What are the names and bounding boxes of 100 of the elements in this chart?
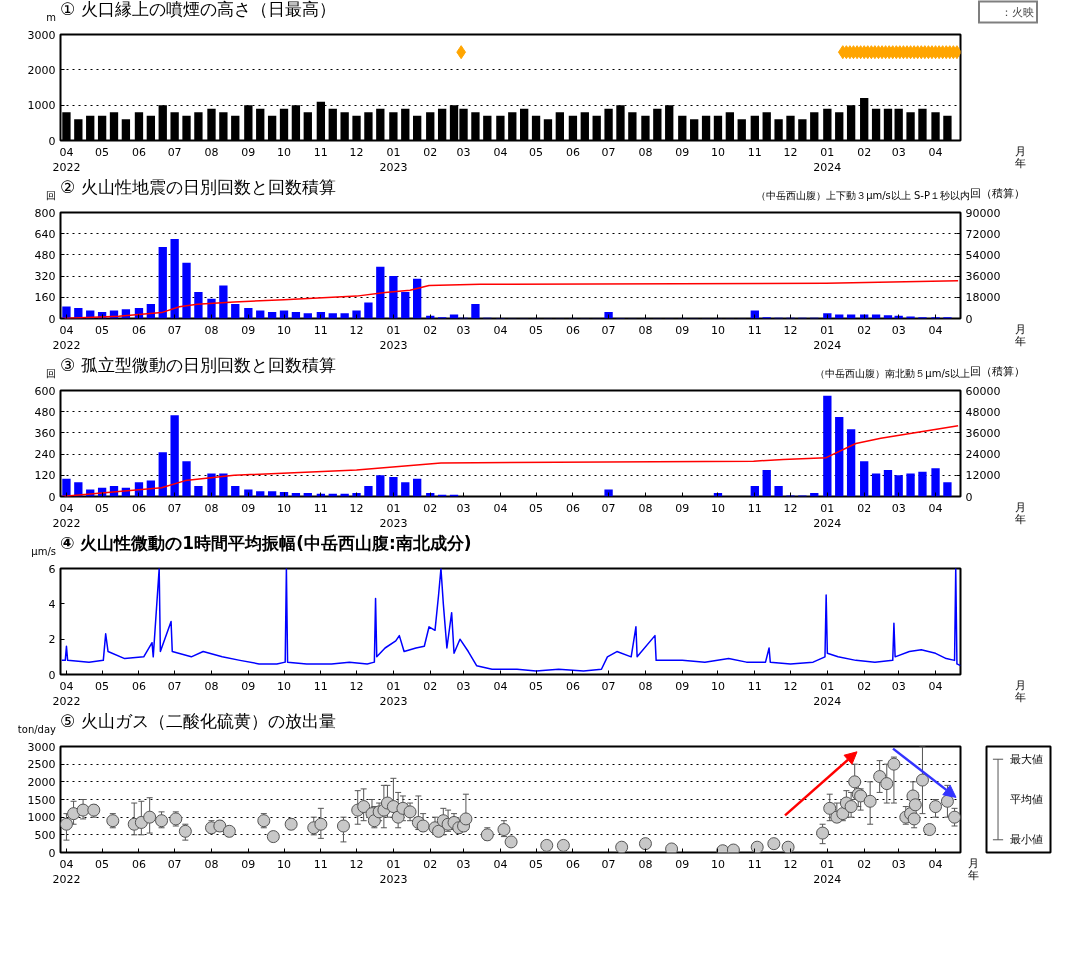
x-tick-label: 01 2023 [379, 145, 408, 175]
x-tick-label: 07 [601, 501, 616, 515]
bar [158, 452, 167, 497]
text: 最大値 [1009, 752, 1043, 766]
y2-tick-label: 12000 [965, 469, 1001, 483]
x-tick-label: 12 [783, 679, 798, 693]
x-tick-label: 04 [493, 501, 508, 515]
x-tick-label: 10 [277, 145, 292, 159]
x-tick-label: 04 [928, 679, 943, 693]
line-series [60, 568, 961, 672]
bar [376, 266, 385, 319]
x-tick-label: 01 2023 [379, 323, 408, 353]
x-tick-label: 10 [710, 857, 725, 871]
x-tick-label: 05 [95, 145, 110, 159]
x-tick-label: 10 [277, 857, 292, 871]
bar [774, 485, 783, 497]
bar [413, 478, 422, 497]
x-tick-label: 08 [204, 679, 219, 693]
bar [401, 292, 410, 319]
x-tick-label: 11 [313, 145, 328, 159]
bar [604, 489, 613, 497]
bar [340, 313, 349, 319]
y2-tick-label: 24000 [965, 448, 1001, 462]
x-tick-label: 12 [349, 323, 364, 337]
y2-axis-title: 回（積算） [970, 187, 1025, 201]
x-tick-label: 01 2024 [813, 145, 842, 175]
y-tick-label: 500 [34, 828, 56, 842]
x-tick-label: 06 [131, 857, 146, 871]
x-tick-label: 12 [783, 857, 798, 871]
chart-subtitle: （中岳西山腹）南北動５μm/s以上 [815, 368, 970, 379]
x-tick-label: 03 [456, 323, 471, 337]
x-tick-label: 01 2023 [379, 679, 408, 709]
x-tick-label: 02 [423, 323, 438, 337]
bar [62, 306, 71, 319]
x-tick-label: 04 [493, 679, 508, 693]
x-tick-label: 01 2024 [813, 679, 842, 709]
x-tick-label: 07 [601, 857, 616, 871]
x-tick-label: 08 [638, 679, 653, 693]
x-tick-label: 04 [928, 145, 943, 159]
bar [846, 429, 856, 497]
x-tick-label: 01 2024 [813, 323, 842, 353]
bar [918, 471, 927, 497]
x-tick-label: 09 [675, 323, 690, 337]
x-tick-label: 04 [493, 145, 508, 159]
bar [328, 313, 337, 319]
x-axis-title: 月年 [1015, 323, 1027, 349]
x-tick-label: 07 [167, 323, 182, 337]
y-tick-label: 480 [34, 248, 56, 262]
bar [860, 461, 869, 497]
bar [182, 461, 191, 497]
y-tick-label: 2500 [27, 758, 56, 772]
bar [219, 285, 228, 319]
x-tick-label: 02 [423, 145, 438, 159]
x-tick-label: 11 [747, 679, 762, 693]
x-tick-label: 03 [891, 145, 906, 159]
x-tick-label: 05 [95, 501, 110, 515]
chart-title: ⑤ 火山ガス（二酸化硫黄）の放出量 [60, 711, 336, 731]
x-tick-label: 06 [131, 679, 146, 693]
x-axis-title: 月年 [1015, 145, 1027, 171]
x-tick-label: 08 [638, 323, 653, 337]
chart-title: ① 火口縁上の噴煙の高さ（日最高） [60, 0, 336, 19]
bar [231, 303, 240, 319]
y-tick-label: 0 [48, 490, 56, 504]
bar [194, 292, 203, 319]
y-tick-label: 480 [34, 405, 56, 419]
x-tick-label: 04 2022 [52, 679, 81, 709]
y2-tick-label: 54000 [965, 248, 1001, 262]
x-tick-label: 03 [456, 679, 471, 693]
bar [62, 478, 71, 497]
bar [303, 313, 312, 319]
x-tick-label: 06 [565, 679, 580, 693]
bar [389, 477, 398, 497]
x-tick-label: 10 [277, 501, 292, 515]
x-tick-label: 03 [456, 857, 471, 871]
y-tick-label: 0 [48, 846, 56, 860]
y2-tick-label: 0 [965, 490, 973, 504]
bar [943, 482, 952, 497]
x-tick-label: 02 [857, 323, 872, 337]
text: 平均値 [1009, 793, 1043, 806]
x-tick-label: 01 2023 [379, 857, 408, 887]
x-tick-label: 12 [783, 501, 798, 515]
bar [364, 302, 373, 319]
text: ：火映 [1001, 4, 1034, 20]
y-tick-label: 6 [48, 562, 56, 576]
y-tick-label: 120 [34, 469, 56, 483]
x-tick-label: 08 [204, 857, 219, 871]
y-tick-label: 3000 [27, 740, 56, 754]
x-tick-label: 07 [601, 323, 616, 337]
y-tick-label: 3000 [27, 28, 56, 42]
y-tick-label: 320 [34, 270, 56, 284]
x-tick-label: 06 [565, 145, 580, 159]
x-tick-label: 01 2024 [813, 501, 842, 531]
bar [182, 262, 191, 319]
y-tick-label: 160 [34, 291, 56, 305]
bar [906, 473, 915, 497]
x-tick-label: 04 [493, 857, 508, 871]
y2-axis-title: 回（積算） [970, 365, 1025, 379]
x-tick-label: 06 [131, 501, 146, 515]
y2-tick-label: 0 [965, 312, 973, 326]
x-tick-label: 05 [529, 145, 544, 159]
